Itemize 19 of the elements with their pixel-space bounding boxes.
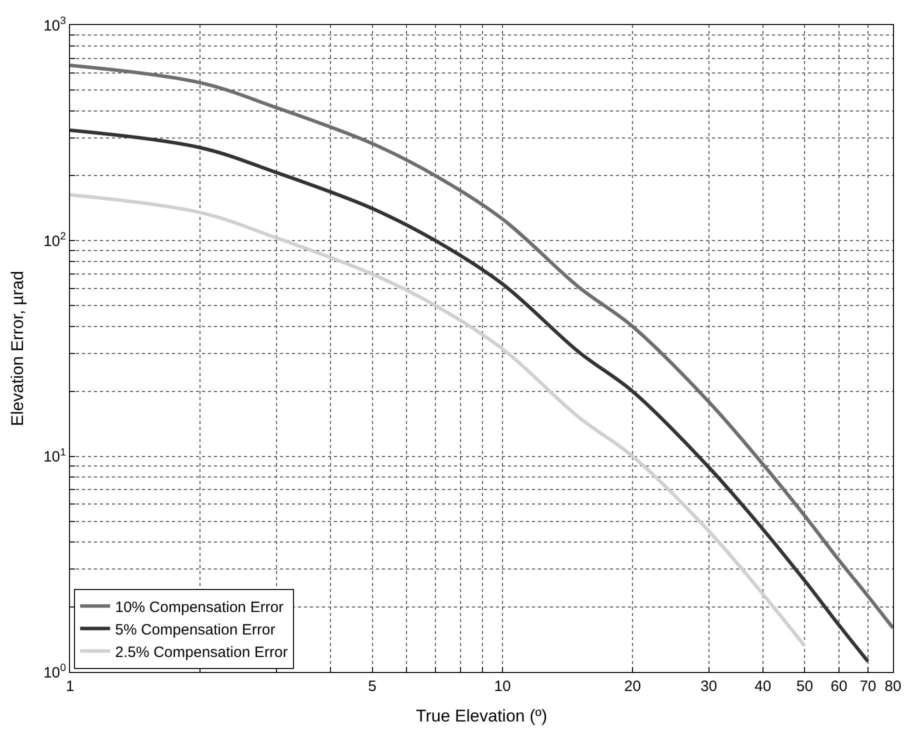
x-tick-label: 40 bbox=[754, 678, 772, 695]
x-tick-label: 10 bbox=[494, 678, 511, 695]
y-axis-title: Elevation Error, µrad bbox=[8, 270, 28, 426]
y-tick-label: 10$^{3}$ bbox=[43, 14, 66, 34]
legend-label: 10% Compensation Error bbox=[115, 598, 284, 616]
x-axis-title: True Elevation (º) bbox=[416, 706, 548, 726]
legend-label: 5% Compensation Error bbox=[115, 621, 276, 638]
x-tick-label: 80 bbox=[884, 678, 902, 695]
y-tick-label: 10$^{2}$ bbox=[43, 230, 66, 250]
y-tick-label: 10$^{1}$ bbox=[43, 446, 66, 466]
x-tick-label: 30 bbox=[700, 678, 718, 695]
x-tick-label: 1 bbox=[66, 678, 74, 695]
x-tick-label: 20 bbox=[624, 678, 641, 695]
x-tick-label: 60 bbox=[830, 678, 848, 695]
x-tick-label: 5 bbox=[368, 678, 376, 695]
x-tick-label: 50 bbox=[796, 678, 814, 695]
legend-label: 2.5% Compensation Error bbox=[115, 644, 288, 661]
x-tick-label: 70 bbox=[860, 678, 876, 695]
y-tick-label: 10$^{0}$ bbox=[43, 662, 66, 682]
